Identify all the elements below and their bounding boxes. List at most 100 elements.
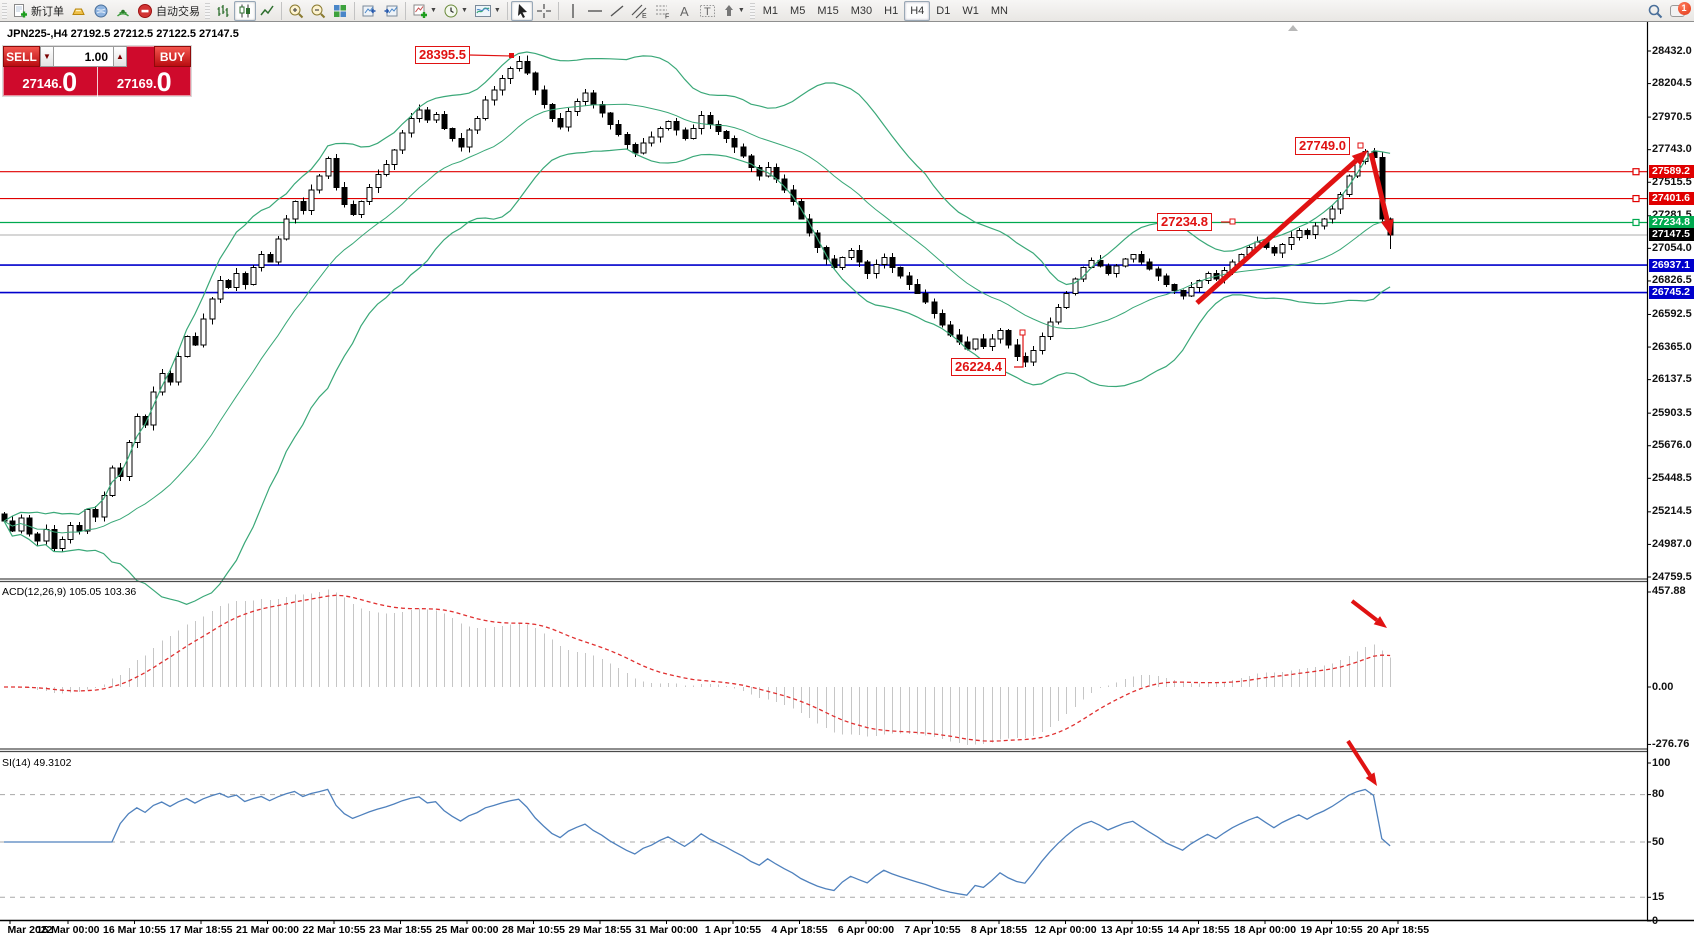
crosshair-icon <box>536 3 552 19</box>
rsi-axis-tick: 100 <box>1652 756 1671 769</box>
macd-indicator-label: ACD(12,26,9) 105.05 103.36 <box>2 586 137 598</box>
candle <box>1180 289 1187 297</box>
candle <box>1171 284 1178 291</box>
time-axis-label: 1 Apr 10:55 <box>704 924 762 936</box>
candle <box>1312 225 1319 236</box>
rsi-axis-tick: 80 <box>1652 788 1665 801</box>
zoom-in-button[interactable] <box>285 1 307 21</box>
volume-increase-button[interactable]: ▲ <box>113 46 127 67</box>
timeframe-MN[interactable]: MN <box>990 4 1008 17</box>
candle <box>491 89 498 101</box>
text-label-tool-button[interactable]: T <box>696 1 719 21</box>
time-axis-label: 14 Apr 18:55 <box>1167 924 1230 936</box>
timeframe-H4[interactable]: H4 <box>904 0 931 21</box>
autotrading-button[interactable]: 自动交易 <box>134 1 203 21</box>
vertical-line-tool-button[interactable] <box>562 1 584 21</box>
signals-button[interactable] <box>112 1 134 21</box>
candle <box>1113 265 1120 274</box>
search-icon <box>1647 3 1663 19</box>
candle <box>441 113 448 130</box>
price-axis-tick: 25214.5 <box>1652 505 1692 518</box>
cursor-tool-button[interactable] <box>510 0 533 21</box>
price-annotation-label[interactable]: 27234.8 <box>1157 213 1212 231</box>
price-axis-tick: 24987.0 <box>1652 537 1692 550</box>
timeframe-W1[interactable]: W1 <box>962 4 979 17</box>
candle <box>756 166 763 177</box>
timeframe-M1[interactable]: M1 <box>762 4 779 17</box>
candle <box>839 257 846 269</box>
candle <box>150 391 157 426</box>
candle <box>1072 278 1079 294</box>
periods-button[interactable]: ▼ <box>440 1 471 21</box>
candle <box>225 279 232 289</box>
indicators-button[interactable]: ▼ <box>409 1 440 21</box>
volume-decrease-button[interactable]: ▼ <box>40 46 54 67</box>
candle <box>416 109 423 120</box>
price-axis-tick: 26365.0 <box>1652 340 1692 353</box>
price-axis-tick: 26137.5 <box>1652 373 1692 386</box>
buy-price[interactable]: 27169. 0 <box>98 67 192 98</box>
time-axis-label: 28 Mar 10:55 <box>501 924 566 936</box>
rsi-axis-tick: 0 <box>1652 914 1659 927</box>
dropdown-caret: ▼ <box>430 7 437 14</box>
price-axis-tick: 28432.0 <box>1652 44 1692 57</box>
candlestick-chart-type-button[interactable] <box>234 0 256 21</box>
volume-input[interactable] <box>54 46 113 67</box>
price-annotation-label[interactable]: 27749.0 <box>1295 137 1350 155</box>
candle <box>92 509 99 518</box>
candle <box>458 138 465 148</box>
new-order-button[interactable]: 新订单 <box>9 1 67 21</box>
svg-text:A: A <box>680 4 689 19</box>
candle <box>175 355 182 383</box>
candle <box>806 218 813 234</box>
candle <box>914 284 921 294</box>
buy-button[interactable]: BUY <box>154 46 191 67</box>
templates-button[interactable]: ▼ <box>471 1 504 21</box>
horizontal-line-icon <box>587 3 603 19</box>
notifications-button[interactable]: 1 <box>1666 1 1691 21</box>
price-level-badge: 27589.2 <box>1649 165 1694 179</box>
candle <box>1138 254 1145 263</box>
candle <box>1047 321 1054 337</box>
toolbar-separator <box>405 1 406 20</box>
profile-next-button[interactable] <box>380 1 402 21</box>
candle <box>59 539 66 549</box>
text-tool-button[interactable]: A <box>674 1 696 21</box>
market-watch-button[interactable] <box>90 1 112 21</box>
candle <box>217 279 224 300</box>
candle <box>308 189 315 211</box>
trend-arrow <box>1195 158 1358 305</box>
price-annotation-label[interactable]: 26224.4 <box>951 358 1006 376</box>
candle <box>1030 350 1037 363</box>
timeframe-H1[interactable]: H1 <box>884 4 899 17</box>
fibonacci-tool-button[interactable]: F <box>651 1 674 21</box>
macd-signal-line <box>4 594 1391 742</box>
price-level-badge: 26745.2 <box>1649 286 1694 300</box>
arrows-tool-button[interactable]: ▼ <box>719 1 748 21</box>
svg-text:F: F <box>665 13 669 19</box>
sell-price[interactable]: 27146. 0 <box>3 67 97 98</box>
time-axis-label: 4 Apr 18:55 <box>771 924 828 936</box>
candle <box>541 89 548 105</box>
tile-windows-button[interactable] <box>329 1 351 21</box>
clock-icon <box>443 3 459 19</box>
crosshair-tool-button[interactable] <box>533 1 555 21</box>
line-chart-type-button[interactable] <box>256 1 278 21</box>
profile-previous-button[interactable] <box>358 1 380 21</box>
search-button[interactable] <box>1644 1 1666 21</box>
timeframe-M5[interactable]: M5 <box>790 4 806 17</box>
dropdown-caret: ▼ <box>493 7 501 14</box>
timeframe-D1[interactable]: D1 <box>936 4 951 17</box>
zoom-out-button[interactable] <box>307 1 329 21</box>
timeframe-M30[interactable]: M30 <box>850 4 873 17</box>
bar-chart-icon <box>215 3 231 19</box>
sell-button[interactable]: SELL <box>3 46 40 67</box>
bar-chart-type-button[interactable] <box>212 1 234 21</box>
price-annotation-label[interactable]: 28395.5 <box>415 46 470 64</box>
candle <box>1146 261 1153 270</box>
trendline-tool-button[interactable] <box>606 1 628 21</box>
channel-tool-button[interactable]: E <box>628 1 651 21</box>
horizontal-line-tool-button[interactable] <box>584 1 606 21</box>
gold-symbol-button[interactable] <box>67 1 90 21</box>
timeframe-M15[interactable]: M15 <box>817 4 839 17</box>
